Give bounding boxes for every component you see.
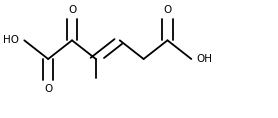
Text: HO: HO bbox=[3, 35, 19, 45]
Text: O: O bbox=[68, 5, 76, 15]
Text: O: O bbox=[163, 5, 172, 15]
Text: O: O bbox=[44, 84, 52, 94]
Text: OH: OH bbox=[196, 54, 212, 64]
